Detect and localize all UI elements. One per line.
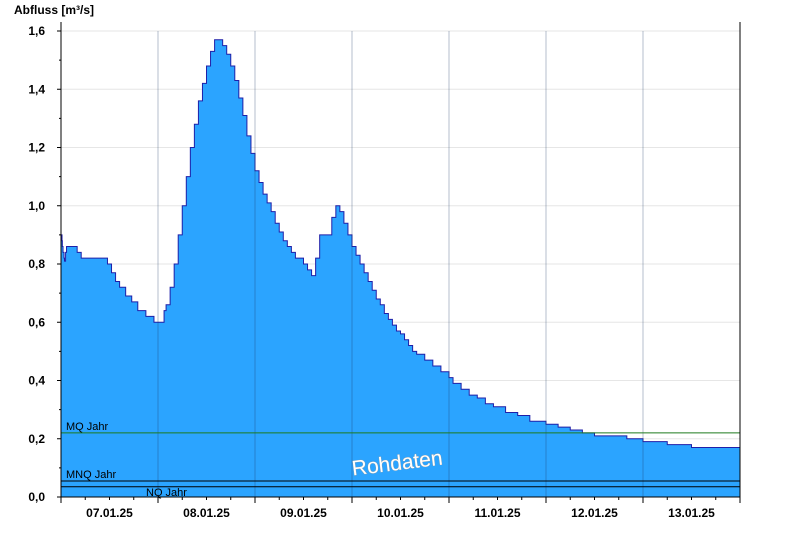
y-tick-label: 1,4 [28, 82, 45, 96]
discharge-line [61, 39, 740, 448]
y-tick-label: 1,0 [28, 199, 45, 213]
x-tick-label: 07.01.25 [86, 506, 133, 520]
reference-label: NQ Jahr [146, 487, 187, 499]
axes [57, 22, 741, 503]
y-tick-label: 1,2 [28, 141, 45, 155]
reference-lines: MQ Jahr MNQ Jahr NQ Jahr [61, 421, 740, 499]
x-tick-label: 11.01.25 [474, 506, 520, 520]
y-axis-title: Abfluss [m³/s] [14, 3, 94, 17]
x-tick-label: 08.01.25 [183, 506, 230, 520]
x-tick-label: 09.01.25 [280, 506, 327, 520]
x-tick-label: 12.01.25 [571, 506, 618, 520]
x-tick-label: 13.01.25 [668, 506, 715, 520]
y-tick-label: 0,6 [28, 315, 45, 329]
y-tick-label: 0,4 [28, 374, 45, 388]
y-tick-label: 0,8 [28, 257, 45, 271]
y-tick-labels: 0,0 0,2 0,4 0,6 0,8 1,0 1,2 1,4 1,6 [28, 24, 45, 504]
x-tick-labels: 07.01.25 08.01.25 09.01.25 10.01.25 11.01.25… [86, 506, 715, 520]
y-tick-label: 1,6 [28, 24, 45, 38]
area-layer [61, 39, 740, 498]
day-separator-lines [157, 31, 644, 497]
y-tick-label: 0,2 [28, 432, 45, 446]
y-tick-label: 0,0 [28, 490, 45, 504]
reference-label: MNQ Jahr [66, 469, 116, 481]
discharge-area [61, 39, 740, 498]
x-tick-label: 10.01.25 [377, 506, 424, 520]
reference-label: MQ Jahr [66, 421, 109, 433]
